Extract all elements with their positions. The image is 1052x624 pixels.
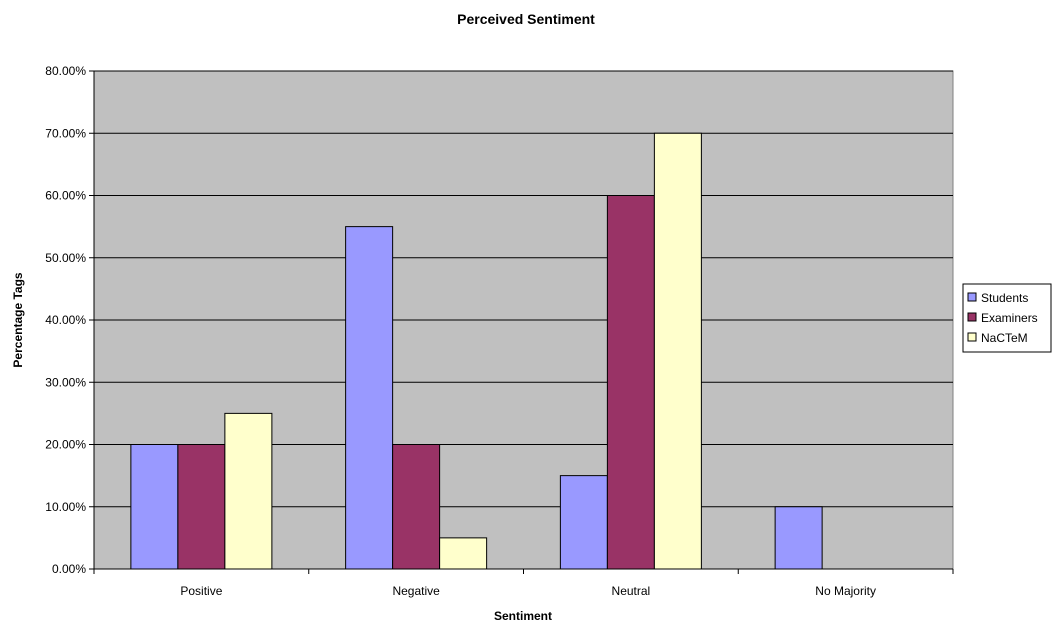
y-tick-label: 60.00%: [45, 189, 86, 203]
legend-swatch-students: [967, 292, 977, 302]
legend-swatch-examiners: [967, 312, 977, 322]
bar-examiners-negative: [392, 444, 441, 570]
x-tick-label: No Majority: [815, 584, 876, 598]
y-tick-label: 70.00%: [45, 126, 86, 140]
chart-title: Perceived Sentiment: [457, 11, 595, 27]
y-tick-label: 0.00%: [52, 562, 86, 576]
y-axis-title: Percentage Tags: [11, 272, 25, 367]
bar-students-negative: [345, 226, 394, 570]
legend-label-nactem: NaCTeM: [981, 331, 1028, 345]
bar-students-no-majority: [774, 506, 823, 570]
x-tick-labels: Positive Negative Neutral No Majority: [180, 584, 876, 598]
bar-students-positive: [130, 444, 179, 570]
y-tick-label: 10.00%: [45, 500, 86, 514]
axes: [89, 70, 954, 574]
bar-nactem-positive: [224, 412, 273, 570]
x-axis-title: Sentiment: [494, 609, 552, 623]
legend-box: [962, 283, 1052, 353]
y-tick-label: 30.00%: [45, 375, 86, 389]
bar-students-neutral: [559, 475, 608, 570]
legend-label-examiners: Examiners: [981, 311, 1038, 325]
bar-nactem-negative: [439, 537, 488, 570]
y-tick-label: 50.00%: [45, 251, 86, 265]
legend-label-students: Students: [981, 291, 1028, 305]
y-tick-label: 20.00%: [45, 438, 86, 452]
x-tick-label: Positive: [180, 584, 222, 598]
y-tick-label: 40.00%: [45, 313, 86, 327]
bars: [130, 132, 823, 570]
bar-nactem-neutral: [653, 132, 702, 570]
bar-examiners-positive: [177, 444, 226, 570]
legend-swatch-nactem: [967, 332, 977, 342]
bar-examiners-neutral: [606, 195, 655, 570]
x-tick-label: Negative: [392, 584, 440, 598]
x-tick-label: Neutral: [612, 584, 651, 598]
y-tick-label: 80.00%: [45, 64, 86, 78]
legend: Students Examiners NaCTeM: [962, 283, 1052, 353]
y-tick-labels: 0.00% 10.00% 20.00% 30.00% 40.00% 50.00% 60.00…: [45, 64, 86, 576]
